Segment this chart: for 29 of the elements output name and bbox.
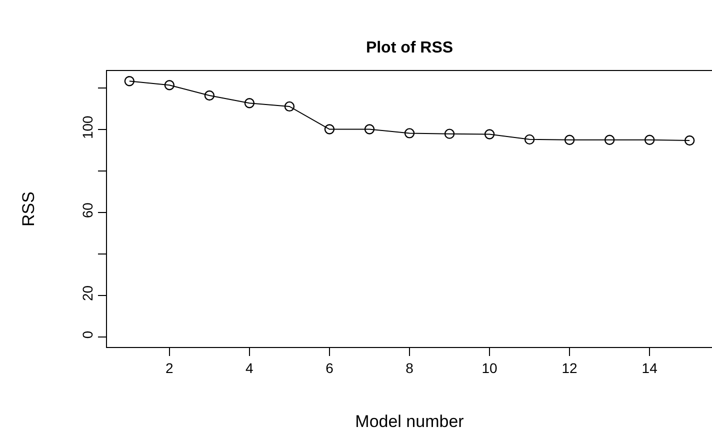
point xyxy=(684,135,695,146)
point xyxy=(364,124,375,134)
point xyxy=(484,129,495,140)
point xyxy=(204,90,215,101)
chart-title: Plot of RSS xyxy=(366,40,454,57)
point xyxy=(284,101,295,112)
x-tick-label: 6 xyxy=(326,360,334,376)
y-tick-label: 20 xyxy=(79,285,96,302)
point xyxy=(404,128,415,138)
point xyxy=(244,98,255,108)
x-tick-label: 4 xyxy=(246,360,254,376)
point xyxy=(564,134,575,145)
point xyxy=(164,80,175,90)
x-tick-label: 12 xyxy=(562,360,578,376)
y-axis-title: RSS xyxy=(18,192,38,226)
point xyxy=(324,124,335,134)
x-axis-title: Model number xyxy=(355,412,464,432)
y-tick-label: 60 xyxy=(79,202,96,218)
x-tick-label: 2 xyxy=(166,360,174,376)
y-tick-label: 0 xyxy=(79,330,96,339)
point xyxy=(604,134,615,145)
x-tick-label: 10 xyxy=(482,360,498,376)
y-tick-label: 100 xyxy=(79,115,96,140)
point xyxy=(124,76,135,86)
point xyxy=(524,134,535,145)
point xyxy=(644,134,655,145)
x-tick-label: 14 xyxy=(642,360,658,376)
x-tick-label: 8 xyxy=(406,360,414,376)
point xyxy=(444,128,455,139)
